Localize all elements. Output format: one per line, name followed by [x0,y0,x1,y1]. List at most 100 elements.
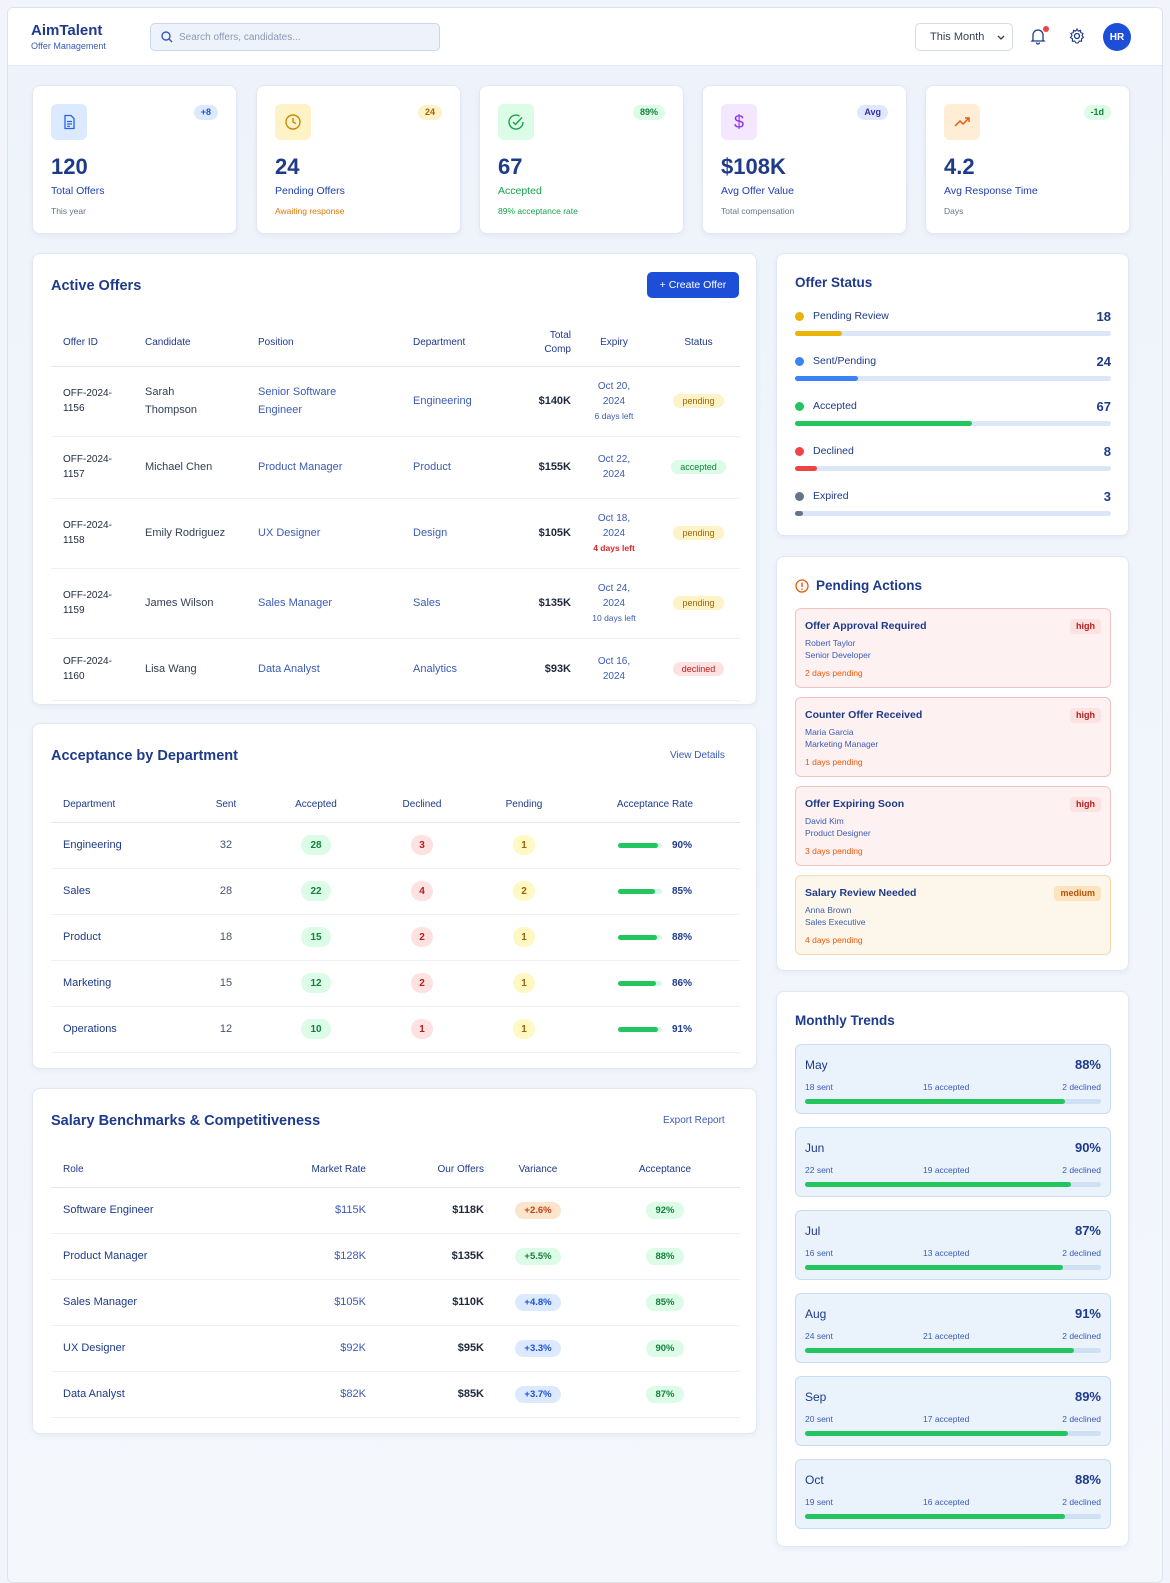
col-role[interactable]: Role [51,1153,251,1188]
trend-sent: 19 sent [805,1497,833,1507]
trend-declined: 2 declined [1062,1082,1101,1092]
table-row[interactable]: Software Engineer $115K $118K +2.6% 92% [51,1187,740,1234]
pending-count: 1 [513,835,535,855]
table-row[interactable]: Sales 28 22 4 2 85% [51,868,740,915]
bell-icon[interactable] [1029,27,1047,45]
status-item[interactable]: Expired 3 [795,489,1111,519]
col-status[interactable]: Status [657,320,740,367]
trend-sent: 22 sent [805,1165,833,1175]
dollar-icon: $ [721,104,757,140]
table-row[interactable]: OFF-2024- 1160 Lisa Wang Data Analyst Analyt… [51,638,740,701]
search-input[interactable] [179,31,419,43]
candidate-name: Sarah [145,386,175,398]
table-row[interactable]: Sales Manager $105K $110K +4.8% 85% [51,1279,740,1326]
expiry-cell: Oct 16, 2024 [571,638,657,701]
action-age: 4 days pending [805,935,863,945]
trend-declined: 2 declined [1062,1497,1101,1507]
status-bar-fill [795,511,803,516]
status-bar-fill [795,376,859,381]
table-row[interactable]: OFF-2024- 1156 Sarah Thompson Senior Softwar… [51,366,740,437]
table-row[interactable]: Product Manager $128K $135K +5.5% 88% [51,1233,740,1280]
status-item[interactable]: Declined 8 [795,444,1111,474]
search-box[interactable] [150,23,440,51]
trend-item[interactable]: Sep 89% 20 sent 17 accepted 2 declined [795,1376,1111,1446]
col-total-comp[interactable]: Total Comp [511,320,571,367]
col-department[interactable]: Department [51,788,186,823]
action-person: Robert Taylor [805,638,856,648]
gear-icon[interactable] [1068,27,1086,45]
table-row[interactable]: OFF-2024- 1158 Emily Rodriguez UX Designer D… [51,498,740,569]
col-expiry[interactable]: Expiry [571,320,657,367]
brand-subtitle: Offer Management [31,41,106,51]
col-candidate[interactable]: Candidate [145,320,258,367]
offer-status-panel: Offer Status Pending Review 18 Sent/Pendin… [776,253,1129,536]
status-count: 18 [1096,309,1111,324]
kpi-value: 4.2 [944,154,975,179]
table-row[interactable]: UX Designer $92K $95K +3.3% 90% [51,1325,740,1372]
col-acceptance-rate[interactable]: Acceptance Rate [570,788,740,823]
trend-item[interactable]: Jul 87% 16 sent 13 accepted 2 declined [795,1210,1111,1280]
col-market-rate[interactable]: Market Rate [251,1153,368,1188]
col-department[interactable]: Department [413,320,511,367]
col-acceptance[interactable]: Acceptance [590,1153,740,1188]
status-dot [795,492,804,501]
col-variance[interactable]: Variance [486,1153,590,1188]
salary-benchmarks-panel: Salary Benchmarks & Competitiveness Expo… [32,1088,757,1434]
trend-rate: 88% [1074,1057,1101,1072]
table-row[interactable]: Operations 12 10 1 1 91% [51,1006,740,1053]
col-sent[interactable]: Sent [186,788,266,823]
pending-action-item[interactable]: Salary Review Needed Anna Brown Sales Exec… [795,875,1111,955]
benchmarks-table: Role Market Rate Our Offers Variance Acc… [51,1153,740,1418]
status-bar-fill [795,331,843,336]
department-cell: Design [413,498,511,569]
status-item[interactable]: Accepted 67 [795,399,1111,429]
table-row[interactable]: OFF-2024- 1157 Michael Chen Product Manager… [51,436,740,499]
acceptance-badge: 90% [646,1339,684,1357]
brand[interactable]: AimTalent Offer Management [31,22,106,51]
status-badge: accepted [671,460,726,474]
pending-action-item[interactable]: Counter Offer Received Maria Garcia Market… [795,697,1111,777]
table-row[interactable]: OFF-2024- 1159 James Wilson Sales Manager Sa… [51,568,740,639]
table-row[interactable]: Product 18 15 2 1 88% [51,914,740,961]
status-name: Sent/Pending [813,355,877,367]
pending-action-item[interactable]: Offer Expiring Soon David Kim Product Desi… [795,786,1111,866]
col-pending[interactable]: Pending [478,788,570,823]
status-bar [795,466,1111,471]
kpi-value: 24 [275,154,300,179]
status-item[interactable]: Sent/Pending 24 [795,354,1111,384]
kpi-label: Pending Offers [275,185,345,197]
trend-rate: 87% [1074,1223,1101,1238]
col-accepted[interactable]: Accepted [266,788,366,823]
col-offer-id[interactable]: Offer ID [51,320,145,367]
col-comp-word: Comp [544,343,571,355]
position-name-line2: Engineer [258,404,303,416]
col-our-offers[interactable]: Our Offers [368,1153,486,1188]
user-avatar[interactable]: HR [1103,23,1131,51]
table-row[interactable]: Data Analyst $82K $85K +3.7% 87% [51,1371,740,1418]
trend-item[interactable]: Aug 91% 24 sent 21 accepted 2 declined [795,1293,1111,1363]
candidate-name: Emily Rodriguez [145,527,226,539]
position-cell: Data Analyst [258,638,413,701]
period-select[interactable]: This Month [915,23,1013,51]
section-title: Offer Status [795,275,873,290]
acceptance-cell: 85% [590,1279,740,1326]
candidate-name: James Wilson [145,597,214,609]
create-offer-button[interactable]: + Create Offer [647,272,739,298]
col-declined[interactable]: Declined [366,788,478,823]
trend-item[interactable]: Jun 90% 22 sent 19 accepted 2 declined [795,1127,1111,1197]
acceptance-rate-cell: 85% [570,868,740,915]
trend-item[interactable]: Oct 88% 19 sent 16 accepted 2 declined [795,1459,1111,1529]
export-report-link[interactable]: Export Report [663,1115,725,1126]
declined-count: 2 [411,927,433,947]
role-cell: Software Engineer [51,1187,251,1234]
col-position[interactable]: Position [258,320,413,367]
trend-item[interactable]: May 88% 18 sent 15 accepted 2 declined [795,1044,1111,1114]
pending-action-item[interactable]: Offer Approval Required Robert Taylor Seni… [795,608,1111,688]
table-row[interactable]: Engineering 32 28 3 1 90% [51,822,740,869]
view-details-link[interactable]: View Details [670,750,725,761]
acceptance-badge: 85% [646,1293,684,1311]
status-item[interactable]: Pending Review 18 [795,309,1111,339]
table-row[interactable]: Marketing 15 12 2 1 86% [51,960,740,1007]
status-cell: pending [657,498,740,569]
department-cell: Engineering [51,822,186,869]
